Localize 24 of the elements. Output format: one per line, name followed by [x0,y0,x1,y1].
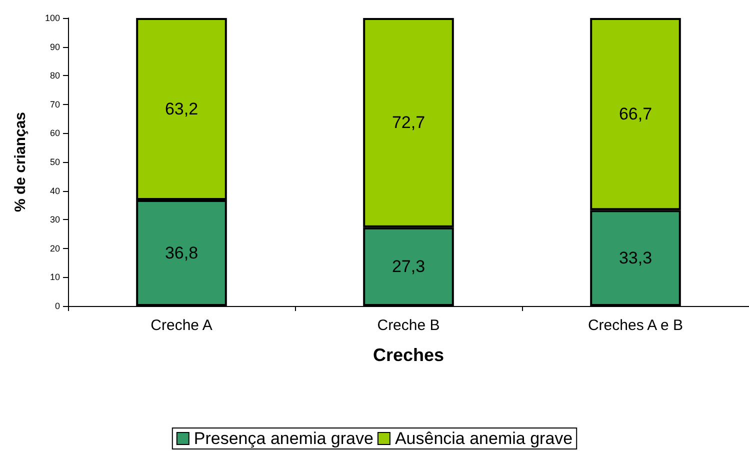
y-tick-label: 80 [50,70,60,81]
x-tick-label: Creches A e B [588,317,684,334]
data-label: 27,3 [392,257,426,276]
data-label: 72,7 [392,113,426,132]
data-label: 63,2 [164,100,198,119]
y-tick-label: 90 [50,42,60,52]
y-tick-label: 60 [50,128,60,138]
data-label: 33,3 [618,248,652,268]
x-tick-label: Creche A [150,317,212,334]
y-tick-label: 100 [44,13,60,23]
x-axis-title: Creches [372,345,444,365]
y-tick-label: 40 [50,186,60,196]
y-axis-title: % de crianças [12,112,29,212]
y-tick-label: 70 [50,99,60,110]
y-tick-label: 50 [50,157,60,167]
data-label: 36,8 [164,244,198,263]
y-tick-label: 10 [50,272,60,282]
y-tick-label: 30 [50,214,60,225]
legend-label: Presença anemia grave [194,429,374,448]
x-tick-label: Creche B [377,317,440,334]
y-tick-label: 0 [54,301,60,311]
y-tick-label: 20 [50,243,60,254]
data-label: 66,7 [618,104,652,124]
legend-label: Ausência anemia grave [394,429,573,448]
